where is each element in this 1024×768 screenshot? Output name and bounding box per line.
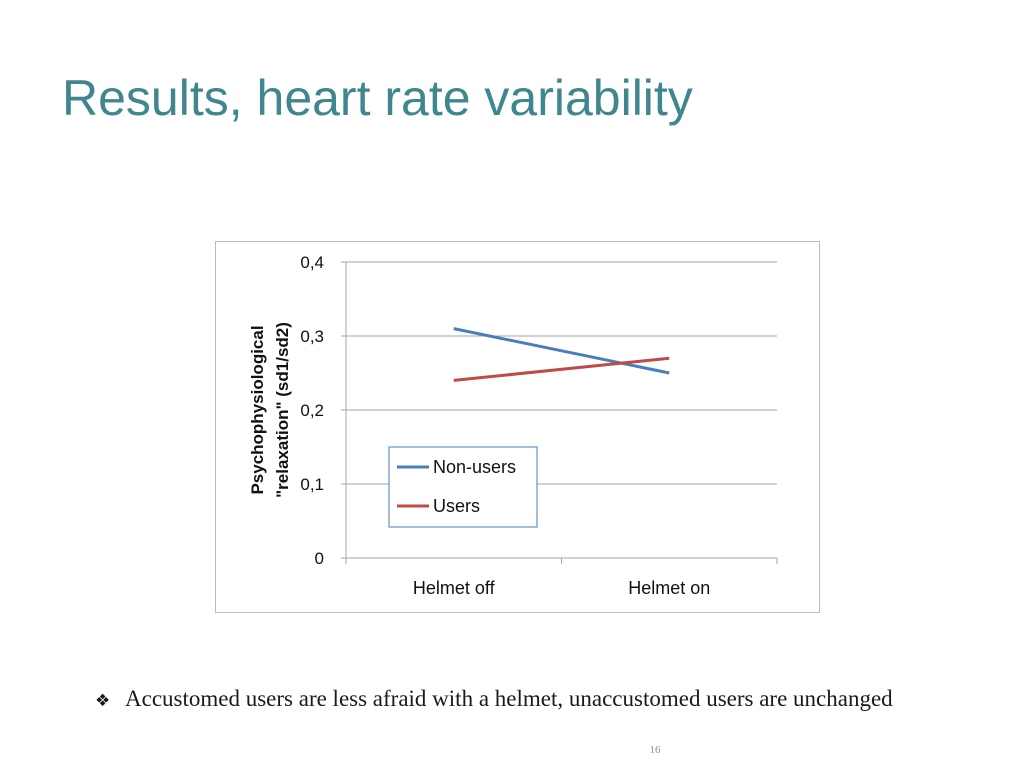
legend-label: Users	[433, 496, 480, 516]
series-line-non-users	[453, 327, 670, 375]
x-tick-label: Helmet off	[413, 578, 496, 598]
diamond-bullet-icon: ❖	[95, 691, 111, 711]
y-axis-label: "relaxation" (sd1/sd2)	[273, 322, 292, 498]
bullet-text: Accustomed users are less afraid with a …	[125, 686, 893, 711]
bullet-point: ❖ Accustomed users are less afraid with a…	[95, 682, 935, 718]
series-line-users	[453, 356, 670, 382]
y-tick-label: 0,2	[300, 401, 324, 420]
x-tick-label: Helmet on	[628, 578, 710, 598]
y-tick-label: 0,1	[300, 475, 324, 494]
y-tick-label: 0,4	[300, 253, 324, 272]
y-axis-label: Psychophysiological	[248, 325, 267, 494]
legend-label: Non-users	[433, 457, 516, 477]
slide-title: Results, heart rate variability	[62, 70, 693, 126]
y-tick-label: 0	[315, 549, 324, 568]
page-number: 16	[649, 744, 661, 756]
y-tick-label: 0,3	[300, 327, 324, 346]
line-chart: 0 0,1 0,2 0,3 0,4 Helmet off Helmet on Psychoph…	[248, 253, 778, 598]
chart-frame: 0 0,1 0,2 0,3 0,4 Helmet off Helmet on Psychoph…	[215, 241, 820, 613]
legend-box	[388, 446, 538, 528]
